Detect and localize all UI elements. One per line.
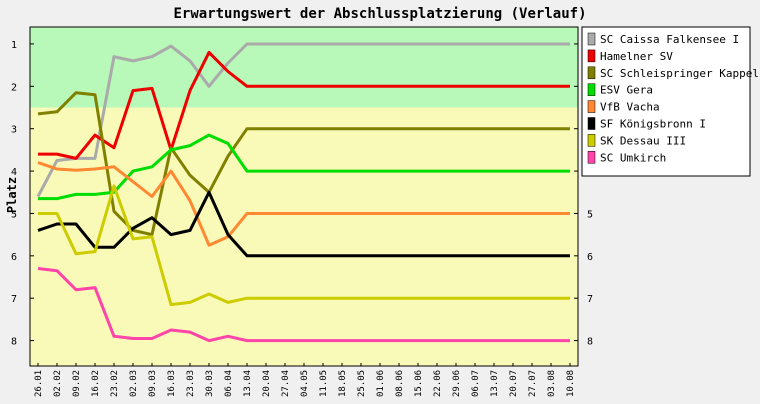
x-tick-label: 02.03	[129, 370, 139, 397]
x-tick-label: 22.06	[433, 370, 443, 397]
legend-swatch-4	[587, 100, 596, 113]
y-axis-label: Platz	[5, 177, 19, 213]
x-tick-label: 23.03	[186, 370, 196, 397]
x-tick-label: 23.02	[110, 370, 120, 397]
legend-swatch-1	[587, 49, 596, 63]
series-line-1	[38, 50, 570, 160]
y-tick-label-left: 5	[11, 209, 17, 220]
x-tick-label: 08.06	[395, 370, 405, 397]
legend-label-5: SF Königsbronn I	[600, 118, 706, 131]
y-tick-label-left: 1	[11, 40, 17, 51]
legend: SC Caissa Falkensee I Hamelner SV SC Schle…	[581, 26, 760, 177]
x-tick-label: 20.07	[509, 370, 519, 397]
y-tick-label-right: 7	[587, 294, 593, 305]
series-line-6	[38, 184, 570, 307]
legend-swatch-0	[587, 32, 596, 46]
band-1	[30, 107, 578, 366]
x-tick-label: 25.05	[357, 370, 367, 397]
y-tick-label-left: 3	[11, 125, 17, 136]
y-tick-label-left: 6	[11, 252, 17, 263]
legend-label-4: VfB Vacha	[600, 101, 660, 114]
legend-label-1: Hamelner SV	[600, 50, 673, 63]
x-tick-label: 26.01	[34, 370, 44, 397]
x-tick-label: 10.08	[566, 370, 576, 397]
x-tick-label: 11.05	[319, 370, 329, 397]
y-tick-label-left: 2	[11, 82, 17, 93]
legend-swatch-5	[587, 117, 596, 130]
series-line-4	[37, 161, 570, 247]
x-tick-label: 20.04	[262, 370, 272, 397]
x-tick-label: 01.06	[376, 370, 386, 397]
band-0	[30, 27, 578, 108]
legend-label-2: SC Schleispringer Kappeln	[600, 67, 760, 80]
x-tick-label: 27.04	[281, 370, 291, 397]
y-tick-label-left: 7	[11, 294, 17, 305]
y-tick-label-right: 6	[587, 252, 593, 263]
legend-label-6: SK Dessau III	[600, 134, 686, 147]
series-line-0	[36, 42, 570, 198]
x-tick-label: 16.03	[167, 370, 177, 397]
legend-swatch-7	[587, 151, 596, 164]
series-line-7	[37, 267, 570, 343]
legend-label-0: SC Caissa Falkensee I	[600, 33, 739, 46]
x-tick-label: 03.08	[547, 370, 557, 397]
x-tick-label: 04.05	[300, 370, 310, 397]
y-tick-label-right: 5	[587, 209, 593, 220]
legend-box	[581, 26, 751, 177]
legend-swatch-6	[587, 134, 596, 147]
x-tick-label: 02.02	[53, 370, 63, 397]
x-tick-label: 13.07	[490, 370, 500, 397]
x-tick-label: 16.02	[91, 370, 101, 397]
y-tick-label-left: 8	[11, 337, 17, 348]
x-tick-label: 06.07	[471, 370, 481, 397]
x-tick-label: 27.07	[528, 370, 538, 397]
x-tick-label: 29.06	[452, 370, 462, 397]
series-line-5	[37, 190, 570, 258]
x-tick-label: 06.04	[224, 370, 234, 397]
legend-label-7: SC Umkirch	[600, 151, 666, 164]
y-tick-label-left: 4	[11, 167, 17, 178]
y-tick-label-right: 8	[587, 337, 593, 348]
x-tick-label: 09.03	[148, 370, 158, 397]
legend-swatch-2	[587, 66, 596, 80]
x-tick-label: 09.02	[72, 370, 82, 397]
legend-swatch-3	[587, 83, 596, 96]
x-tick-label: 18.05	[338, 370, 348, 397]
chart-title: Erwartungswert der Abschlussplatzierung …	[173, 6, 586, 22]
legend-label-3: ESV Gera	[600, 84, 653, 97]
x-tick-label: 13.04	[243, 370, 253, 397]
x-tick-label: 15.06	[414, 370, 424, 397]
x-tick-label: 30.03	[205, 370, 215, 397]
